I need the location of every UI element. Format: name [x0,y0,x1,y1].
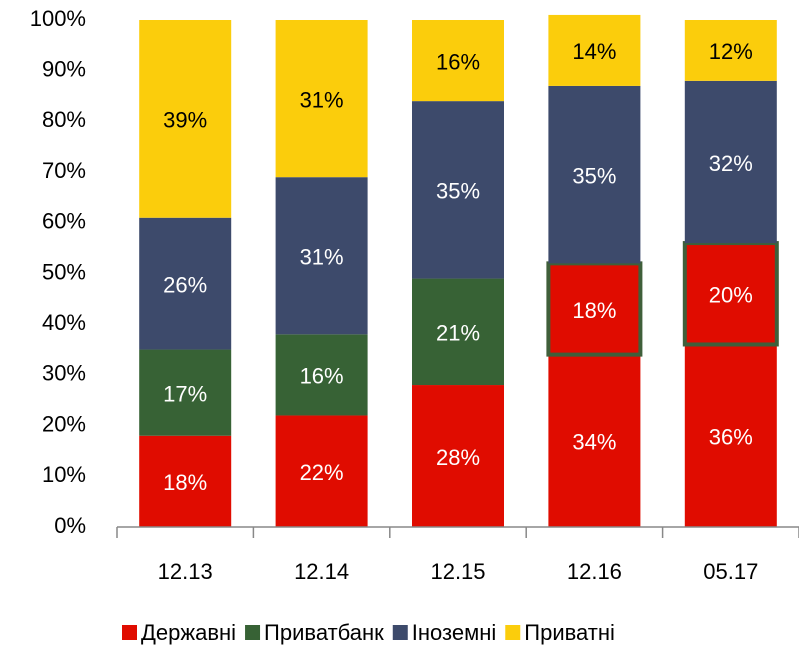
bar-segment [548,85,641,264]
bar-segment [275,177,368,335]
bar-segment [139,217,232,350]
legend-label: Приватбанк [264,620,384,645]
data-label: 16% [436,49,480,74]
data-label: 21% [436,321,480,346]
data-label: 18% [572,298,616,323]
data-label: 39% [163,108,207,133]
bar-segment [412,385,504,527]
y-tick-label: 100% [30,6,86,31]
data-label: 12% [709,39,753,64]
bar-segment [139,349,232,436]
y-tick-label: 0% [54,513,86,538]
y-tick-label: 70% [42,158,86,183]
bar-segment [548,14,641,86]
x-tick-label: 12.15 [430,559,485,584]
bar-segment [275,20,368,178]
bar-segment [275,415,368,527]
x-tick-label: 12.14 [294,559,349,584]
bar-segment [546,261,643,357]
data-label: 31% [300,245,344,270]
legend-swatch [245,625,261,640]
bar-segment [275,334,368,416]
legend-swatch [122,625,137,640]
data-label: 14% [572,39,616,64]
y-tick-label: 60% [42,209,86,234]
data-label: 35% [572,163,616,188]
bar-segment [684,344,777,527]
bar-segment [548,354,641,527]
data-label: 20% [709,283,753,308]
data-label: 17% [163,381,207,406]
y-tick-label: 50% [42,259,86,284]
x-tick-label: 12.16 [567,559,622,584]
data-label: 16% [300,364,344,389]
y-tick-label: 30% [42,361,86,386]
data-label: 22% [300,460,344,485]
data-label: 18% [163,470,207,495]
y-tick-label: 20% [42,411,86,436]
y-tick-label: 40% [42,310,86,335]
legend-swatch [505,625,521,640]
bar-segment [139,20,232,218]
bar-segment [412,20,504,102]
data-label: 28% [436,445,480,470]
data-label: 31% [300,87,344,112]
legend-label: Приватні [524,620,615,645]
data-label: 36% [709,425,753,450]
legend-label: Іноземні [412,620,497,645]
data-label: 34% [572,430,616,455]
data-label: 35% [436,179,480,204]
bar-segment [139,435,232,527]
data-label: 32% [709,151,753,176]
bar-segment [684,20,777,81]
bar-segment [412,101,504,279]
bar-segment [684,80,777,244]
bar-segment [412,278,504,386]
data-label: 26% [163,272,207,297]
x-tick-label: 05.17 [703,559,758,584]
bar-segment [682,241,779,347]
y-tick-label: 80% [42,107,86,132]
y-tick-label: 90% [42,57,86,82]
y-tick-label: 10% [42,462,86,487]
x-tick-label: 12.13 [158,559,213,584]
legend-swatch [392,625,408,640]
legend-label: Державні [141,620,236,645]
